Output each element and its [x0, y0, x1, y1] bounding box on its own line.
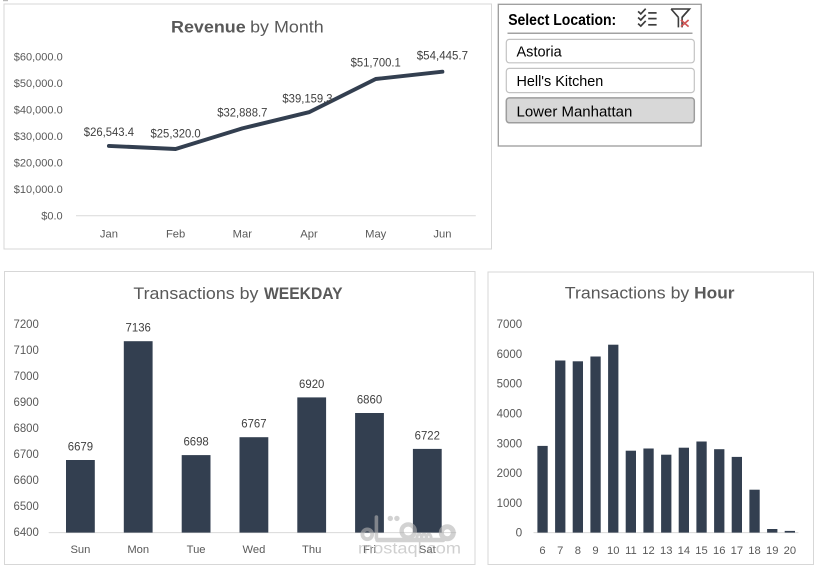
svg-text:6767: 6767 — [241, 417, 267, 431]
svg-text:20: 20 — [784, 545, 796, 557]
svg-text:19: 19 — [766, 545, 778, 557]
svg-text:Select Location:: Select Location: — [508, 12, 616, 29]
svg-text:6900: 6900 — [14, 395, 40, 409]
svg-text:6: 6 — [539, 545, 545, 557]
svg-text:Transactions by: Transactions by — [565, 285, 690, 303]
svg-text:6679: 6679 — [68, 439, 94, 453]
svg-text:$10,000.0: $10,000.0 — [14, 184, 63, 196]
svg-text:Apr: Apr — [300, 228, 318, 240]
svg-text:7000: 7000 — [497, 317, 523, 331]
svg-text:$26,543.4: $26,543.4 — [84, 125, 134, 139]
svg-text:6600: 6600 — [14, 473, 40, 487]
svg-text:Hour: Hour — [694, 285, 735, 303]
svg-text:$60,000.0: $60,000.0 — [14, 52, 63, 64]
svg-text:12: 12 — [642, 545, 654, 557]
svg-text:WEEKDAY: WEEKDAY — [264, 285, 343, 303]
svg-text:16: 16 — [713, 545, 725, 557]
svg-text:Mon: Mon — [127, 544, 149, 556]
svg-text:$0.0: $0.0 — [41, 211, 62, 223]
svg-text:7: 7 — [557, 545, 563, 557]
svg-text:Fri: Fri — [363, 544, 376, 556]
svg-text:7000: 7000 — [14, 369, 40, 383]
svg-text:6920: 6920 — [299, 377, 325, 391]
svg-text:10: 10 — [607, 545, 619, 557]
svg-text:4000: 4000 — [497, 407, 523, 421]
svg-text:Lower Manhattan: Lower Manhattan — [517, 103, 633, 120]
svg-text:6722: 6722 — [415, 428, 441, 442]
svg-text:$20,000.0: $20,000.0 — [14, 158, 63, 170]
svg-text:May: May — [365, 228, 387, 240]
svg-text:Revenue: Revenue — [171, 18, 246, 36]
svg-text:6800: 6800 — [14, 421, 40, 435]
svg-text:Jan: Jan — [100, 228, 118, 240]
svg-text:Mar: Mar — [233, 228, 253, 240]
svg-text:6000: 6000 — [497, 347, 523, 361]
svg-text:9: 9 — [592, 545, 598, 557]
svg-text:7100: 7100 — [14, 343, 40, 357]
svg-text:Sun: Sun — [70, 544, 90, 556]
svg-text:11: 11 — [625, 545, 637, 557]
svg-text:3000: 3000 — [497, 436, 523, 450]
svg-text:1000: 1000 — [497, 496, 523, 510]
svg-text:Jun: Jun — [433, 228, 451, 240]
svg-text:Sat: Sat — [419, 544, 437, 556]
svg-text:$32,888.7: $32,888.7 — [217, 105, 267, 119]
svg-text:15: 15 — [695, 545, 707, 557]
svg-text:Tue: Tue — [187, 544, 206, 556]
svg-text:$25,320.0: $25,320.0 — [151, 127, 201, 141]
svg-text:$40,000.0: $40,000.0 — [14, 105, 63, 117]
svg-text:Thu: Thu — [302, 544, 321, 556]
svg-text:Astoria: Astoria — [517, 44, 563, 61]
svg-text:7200: 7200 — [14, 317, 40, 331]
svg-text:Transactions by: Transactions by — [133, 285, 259, 303]
svg-text:6400: 6400 — [14, 525, 40, 539]
svg-text:18: 18 — [748, 545, 760, 557]
svg-text:5000: 5000 — [497, 377, 523, 391]
svg-text:$39,159.3: $39,159.3 — [282, 92, 332, 106]
svg-text:Wed: Wed — [242, 544, 265, 556]
svg-text:by Month: by Month — [250, 18, 324, 36]
svg-text:2000: 2000 — [497, 466, 523, 480]
svg-text:0: 0 — [516, 526, 523, 540]
svg-text:14: 14 — [678, 545, 690, 557]
svg-text:Feb: Feb — [166, 228, 185, 240]
svg-text:6698: 6698 — [183, 435, 209, 449]
svg-text:13: 13 — [660, 545, 672, 557]
svg-text:Hell's Kitchen: Hell's Kitchen — [517, 73, 604, 90]
svg-text:6860: 6860 — [357, 392, 383, 406]
svg-text:$30,000.0: $30,000.0 — [14, 131, 63, 143]
svg-text:8: 8 — [575, 545, 581, 557]
svg-text:mostaql.com: mostaql.com — [358, 541, 461, 558]
svg-text:7136: 7136 — [126, 321, 152, 335]
svg-text:$54,445.7: $54,445.7 — [417, 48, 468, 62]
svg-text:$50,000.0: $50,000.0 — [14, 78, 63, 90]
svg-text:6700: 6700 — [14, 447, 40, 461]
svg-text:$51,700.1: $51,700.1 — [351, 56, 401, 70]
svg-text:6500: 6500 — [14, 499, 40, 513]
svg-text:17: 17 — [731, 545, 743, 557]
